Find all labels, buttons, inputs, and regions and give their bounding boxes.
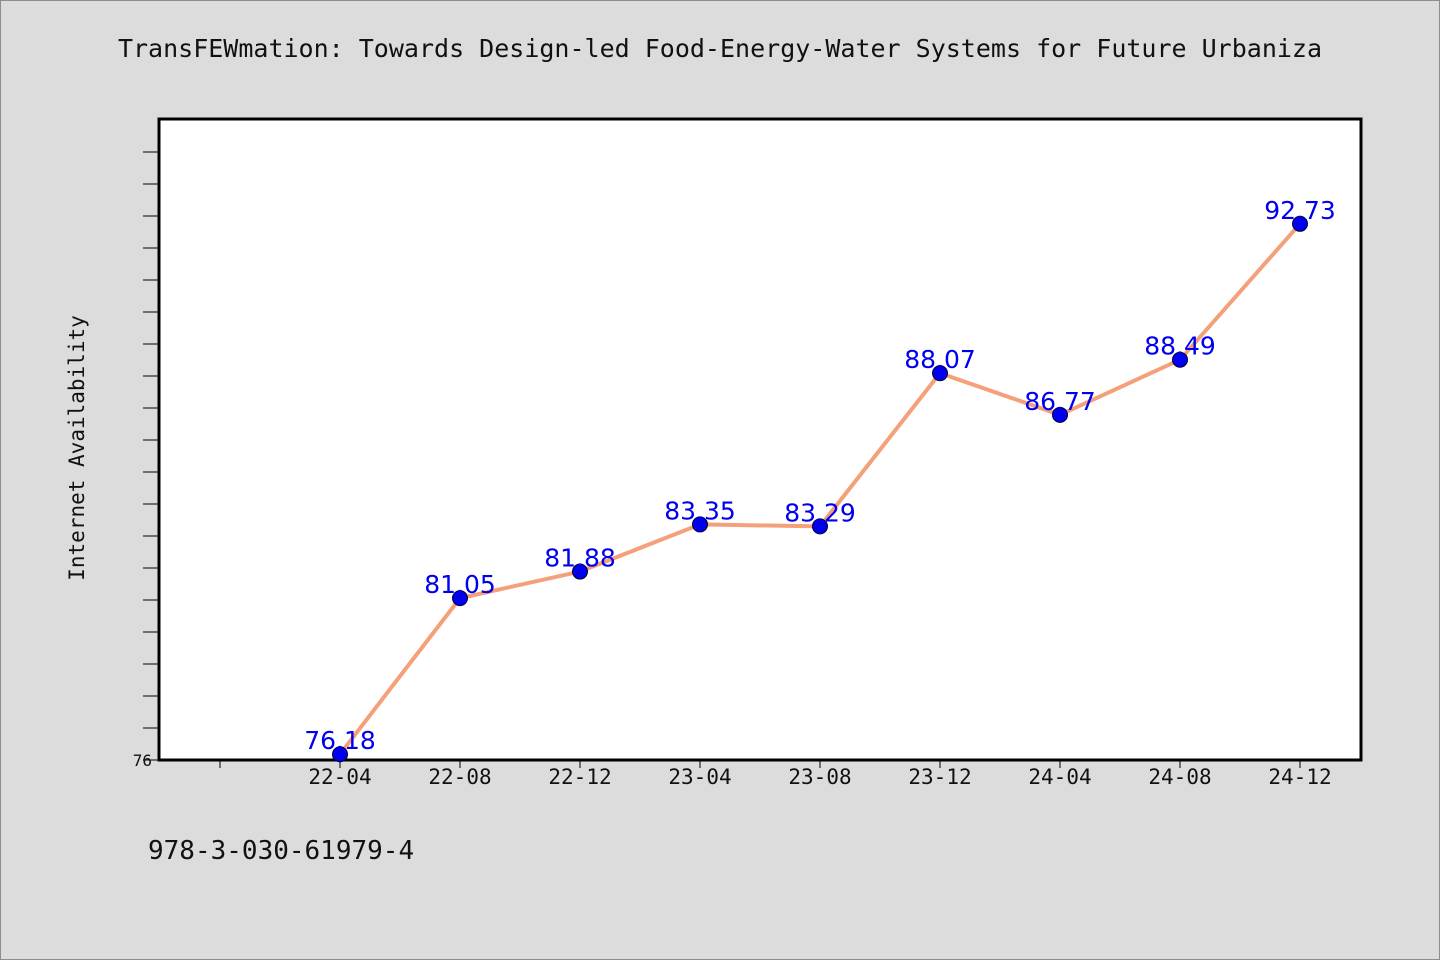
data-point <box>692 516 708 533</box>
x-tick-label: 22-08 <box>428 765 491 789</box>
data-label: 88.49 <box>1144 332 1216 361</box>
footer-code: 978-3-030-61979-4 <box>148 836 415 866</box>
data-point <box>572 563 588 580</box>
x-tick-label: 22-04 <box>308 765 371 789</box>
chart-title: TransFEWmation: Towards Design-led Food-… <box>117 34 1323 63</box>
data-label: 86.77 <box>1024 387 1096 416</box>
data-point <box>1052 406 1068 423</box>
data-point <box>932 365 948 382</box>
data-label: 92.73 <box>1264 196 1336 225</box>
data-point <box>1172 351 1188 368</box>
x-axis-ticks: 22-04 22-08 22-12 23-04 23-08 23-12 24-04 24-08… <box>219 760 1332 789</box>
plot-area <box>157 117 1363 762</box>
x-tick-label: 22-12 <box>548 765 611 789</box>
data-label: 81.05 <box>424 570 496 599</box>
x-tick-label: 24-08 <box>1148 765 1211 789</box>
data-point <box>332 746 348 763</box>
x-tick-label: 23-12 <box>908 765 971 789</box>
y-axis-label: Internet Availability <box>65 315 89 581</box>
y-axis-ticks <box>143 151 159 761</box>
data-label: 81.88 <box>544 544 616 573</box>
data-point <box>812 518 828 535</box>
data-label: 88.07 <box>904 345 976 374</box>
y-tick-label: 76 <box>133 751 152 770</box>
data-label: 76.18 <box>304 726 376 755</box>
data-point <box>1292 215 1308 232</box>
series-group: 76.18 81.05 81.88 83.35 83.29 88.07 86.77 88.49… <box>304 196 1336 763</box>
data-label: 83.29 <box>784 498 856 527</box>
x-tick-label: 24-04 <box>1028 765 1091 789</box>
data-point <box>452 590 468 607</box>
x-tick-label: 23-04 <box>668 765 731 789</box>
x-tick-label: 24-12 <box>1268 765 1331 789</box>
data-label: 83.35 <box>664 496 736 525</box>
x-tick-label: 23-08 <box>788 765 851 789</box>
